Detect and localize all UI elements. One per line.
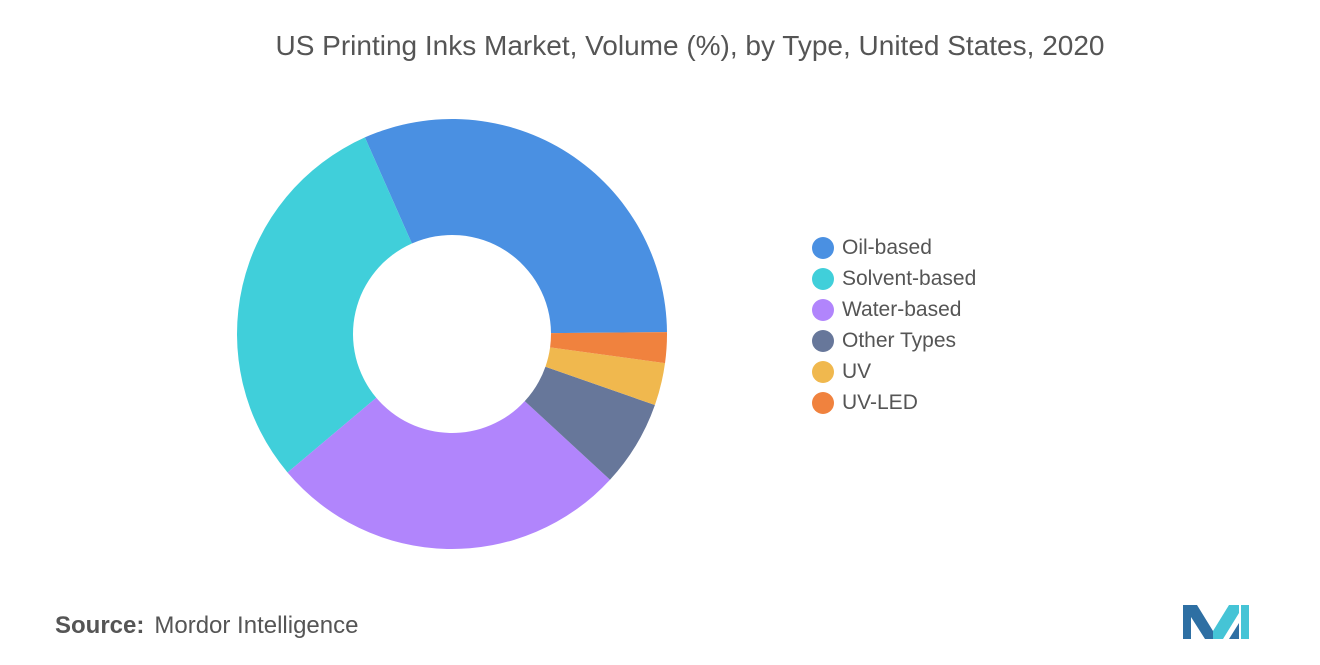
legend-label: UV xyxy=(842,359,872,383)
legend-label: Water-based xyxy=(842,297,962,321)
donut-slice-solvent-based[interactable] xyxy=(236,137,412,473)
legend-label: Oil-based xyxy=(842,235,932,259)
legend: Oil-based Solvent-based Water-based Othe… xyxy=(812,232,976,418)
legend-item-uv[interactable]: UV xyxy=(812,356,976,387)
donut-slice-oil-based[interactable] xyxy=(364,119,667,334)
legend-item-uv-led[interactable]: UV-LED xyxy=(812,387,976,418)
legend-label: Other Types xyxy=(842,328,957,352)
legend-item-solvent-based[interactable]: Solvent-based xyxy=(812,263,976,294)
source-value: Mordor Intelligence xyxy=(154,612,359,639)
legend-swatch xyxy=(812,298,834,321)
donut-slices xyxy=(236,119,667,550)
source-label: Source: xyxy=(55,612,145,639)
legend-item-other-types[interactable]: Other Types xyxy=(812,325,976,356)
donut-slice-uv-led[interactable] xyxy=(550,332,667,364)
legend-label: Solvent-based xyxy=(842,266,977,290)
mordor-intelligence-logo xyxy=(1183,605,1249,639)
legend-swatch xyxy=(812,267,834,290)
donut-slice-water-based[interactable] xyxy=(287,397,611,550)
legend-label: UV-LED xyxy=(842,390,918,414)
legend-swatch xyxy=(812,329,834,352)
chart-title: US Printing Inks Market, Volume (%), by … xyxy=(275,30,1105,61)
source-note: Source: Mordor Intelligence xyxy=(55,612,358,640)
legend-swatch xyxy=(812,391,834,414)
donut-slice-uv[interactable] xyxy=(545,347,666,406)
legend-item-oil-based[interactable]: Oil-based xyxy=(812,232,976,263)
legend-swatch xyxy=(812,236,834,259)
legend-swatch xyxy=(812,360,834,383)
legend-item-water-based[interactable]: Water-based xyxy=(812,294,976,325)
donut-slice-other-types[interactable] xyxy=(524,366,655,480)
